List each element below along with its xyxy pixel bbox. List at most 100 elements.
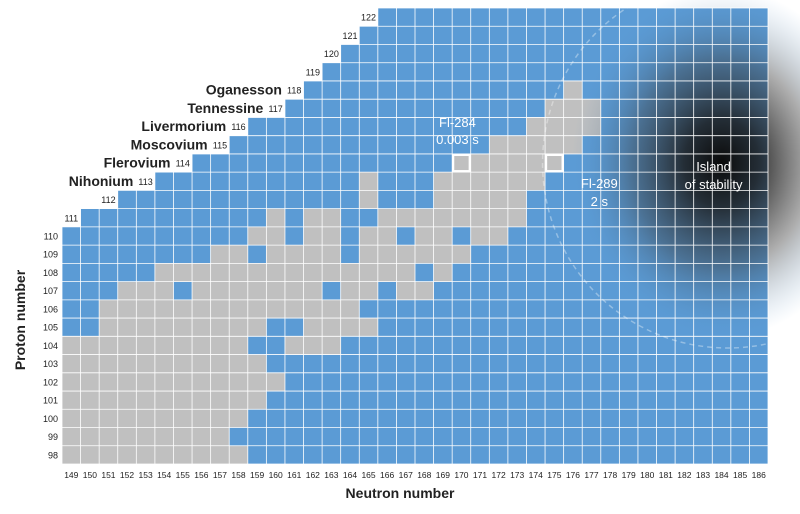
nuclide-cell-z110-n176 [563, 226, 583, 246]
nuclide-cell-z98-n186 [749, 445, 768, 464]
nuclide-cell-z114-n164 [340, 153, 360, 173]
nuclide-cell-z99-n178 [600, 427, 620, 446]
nuclide-cell-z115-n167 [396, 135, 415, 154]
nuclide-cell-z103-n174 [526, 354, 546, 373]
highlighted-isotope-box [452, 153, 471, 173]
proton-label-box [303, 62, 323, 81]
nuclide-cell-z112-n163 [322, 190, 341, 209]
y-tick-label: 99 [48, 432, 58, 442]
y-axis-label: Proton number [12, 269, 28, 371]
x-tick-label: 186 [752, 470, 766, 480]
nuclide-cell-z99-n153 [136, 427, 155, 446]
nuclide-cell-z120-n176 [563, 44, 583, 63]
nuclide-cell-z98-n156 [192, 445, 211, 464]
y-tick-label: 111 [64, 213, 78, 223]
nuclide-cell-z103-n182 [675, 354, 694, 373]
nuclide-cell-z115-n159 [247, 135, 267, 154]
nuclide-cell-z109-n162 [303, 245, 323, 264]
nuclide-cell-z111-n165 [359, 208, 378, 227]
nuclide-cell-z103-n161 [284, 354, 304, 373]
nuclide-cell-z116-n162 [303, 117, 323, 136]
nuclide-cell-z119-n173 [507, 62, 527, 81]
nuclide-cell-z114-n159 [247, 153, 267, 173]
nuclide-cell-z106-n166 [377, 299, 397, 319]
nuclide-cell-z100-n178 [600, 409, 620, 428]
nuclide-cell-z101-n162 [303, 391, 323, 410]
nuclide-cell-z100-n184 [712, 409, 731, 428]
nuclide-cell-z105-n172 [489, 318, 508, 337]
nuclide-cell-z107-n177 [582, 281, 601, 300]
nuclide-cell-z108-n154 [154, 263, 174, 282]
nuclide-cell-z100-n158 [229, 409, 248, 428]
nuclide-cell-z122-n167 [396, 8, 415, 27]
nuclide-cell-z102-n154 [154, 372, 174, 392]
nuclide-cell-z120-n166 [377, 44, 397, 63]
nuclide-cell-z103-n175 [545, 354, 564, 373]
nuclide-cell-z110-n168 [415, 226, 434, 246]
nuclide-cell-z103-n177 [582, 354, 601, 373]
nuclide-cell-z102-n173 [507, 372, 527, 392]
nuclide-cell-z100-n186 [749, 409, 768, 428]
nuclide-cell-z106-n151 [99, 299, 118, 319]
nuclide-cell-z101-n156 [192, 391, 211, 410]
nuclide-cell-z104-n174 [526, 336, 546, 355]
nuclide-cell-z122-n169 [433, 8, 453, 27]
nuclide-cell-z107-n161 [284, 281, 304, 300]
nuclide-cell-z99-n185 [730, 427, 750, 446]
nuclide-cell-z102-n170 [452, 372, 471, 392]
nuclide-cell-z112-n159 [247, 190, 267, 209]
x-tick-label: 179 [622, 470, 636, 480]
nuclide-cell-z107-n152 [117, 281, 137, 300]
proton-label-box [322, 44, 341, 63]
x-tick-label: 150 [83, 470, 97, 480]
nuclide-cell-z100-n174 [526, 409, 546, 428]
nuclide-cell-z99-n150 [80, 427, 100, 446]
nuclide-cell-z105-n149 [62, 318, 81, 337]
nuclide-cell-z106-n178 [600, 299, 620, 319]
nuclide-cell-z121-n169 [433, 26, 453, 45]
x-tick-label: 161 [287, 470, 301, 480]
nuclide-cell-z98-n160 [266, 445, 285, 464]
nuclide-cell-z112-n168 [415, 190, 434, 209]
nuclide-cell-z106-n152 [117, 299, 137, 319]
nuclide-cell-z101-n183 [693, 391, 713, 410]
grid-lines [61, 7, 769, 465]
nuclide-cell-z109-n172 [489, 245, 508, 264]
nuclide-cell-z114-n165 [359, 153, 378, 173]
nuclide-cell-z111-n151 [99, 208, 118, 227]
nuclide-cell-z99-n186 [749, 427, 768, 446]
nuclide-cell-z115-n165 [359, 135, 378, 154]
nuclide-cell-z111-n162 [303, 208, 323, 227]
nuclide-cell-z98-n163 [322, 445, 341, 464]
y-tick-label: 110 [44, 232, 58, 242]
nuclide-cell-z118-n168 [415, 80, 434, 100]
nuclide-cell-z102-n177 [582, 372, 601, 392]
nuclide-cell-z112-n161 [284, 190, 304, 209]
nuclide-cell-z98-n154 [154, 445, 174, 464]
nuclide-cell-z103-n159 [247, 354, 267, 373]
nuclide-cell-z105-n150 [80, 318, 100, 337]
nuclide-cell-z114-n168 [415, 153, 434, 173]
nuclide-cell-z111-n173 [507, 208, 527, 227]
nuclide-cell-z109-n154 [154, 245, 174, 264]
nuclide-cell-z103-n176 [563, 354, 583, 373]
nuclide-cell-z98-n176 [563, 445, 583, 464]
nuclide-cell-z117-n174 [526, 99, 546, 118]
y-tick-label: 101 [43, 396, 58, 406]
nuclide-cell-z112-n156 [192, 190, 211, 209]
nuclide-cell-z98-n171 [470, 445, 490, 464]
nuclide-cell-z100-n182 [675, 409, 694, 428]
nuclide-cell-z98-n165 [359, 445, 378, 464]
nuclide-cell-z104-n162 [303, 336, 323, 355]
x-tick-label: 168 [417, 470, 431, 480]
nuclide-cell-z105-n168 [415, 318, 434, 337]
nuclide-cell-z121-n172 [489, 26, 508, 45]
nuclide-cell-z117-n175 [545, 99, 564, 118]
nuclide-cell-z103-n154 [154, 354, 174, 373]
nuclide-cell-z117-n166 [377, 99, 397, 118]
nuclide-cell-z106-n169 [433, 299, 453, 319]
nuclide-cell-z102-n156 [192, 372, 211, 392]
nuclide-cell-z99-n172 [489, 427, 508, 446]
y-tick-label: 106 [43, 304, 58, 314]
nuclide-cell-z106-n159 [247, 299, 267, 319]
